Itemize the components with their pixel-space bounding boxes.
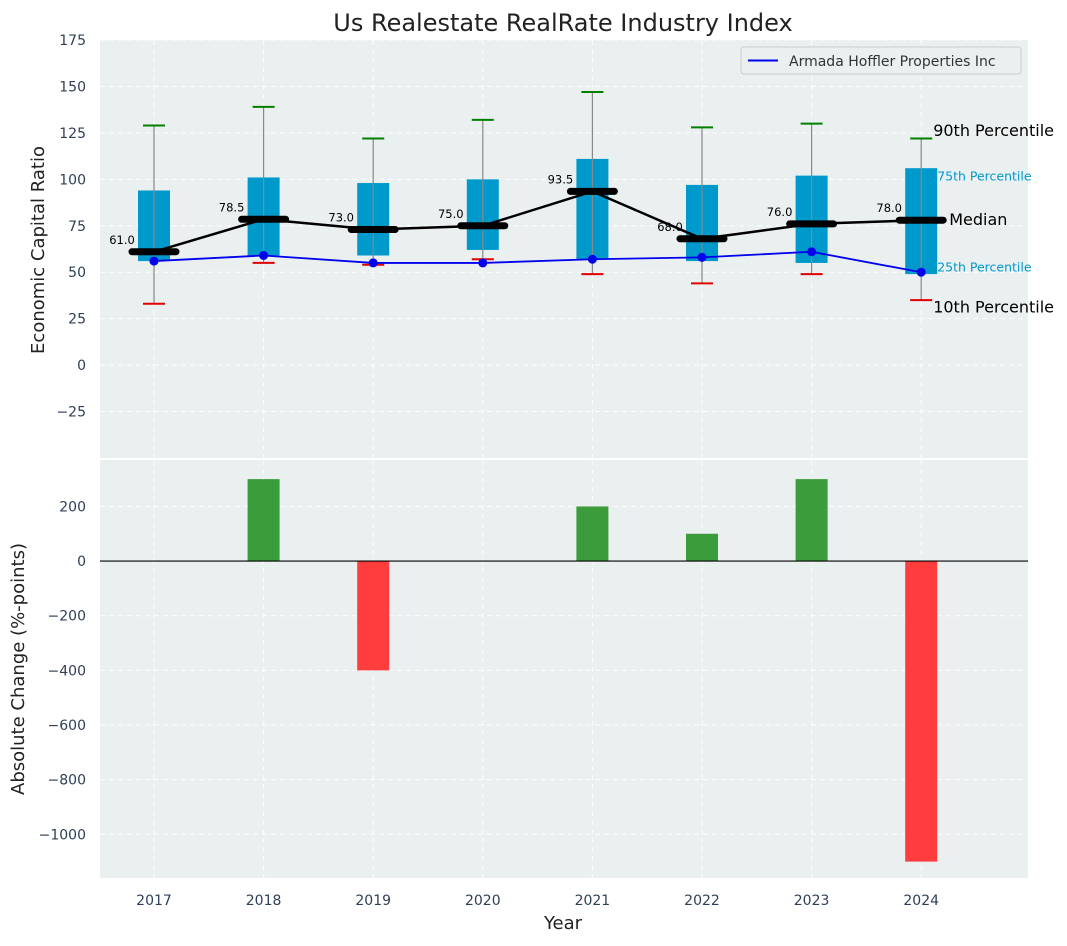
x-tick-label: 2018 bbox=[246, 893, 282, 909]
company-series-point bbox=[149, 256, 159, 266]
box-group bbox=[138, 91, 938, 305]
legend: Armada Hoffler Properties Inc bbox=[740, 46, 1022, 75]
top-y-tick-label: 125 bbox=[59, 126, 86, 142]
bottom-y-tick-label: −200 bbox=[48, 609, 86, 625]
top-y-ticks: −25 0 25 50 75 100 125 150 175 bbox=[56, 33, 86, 421]
x-tick-label: 2019 bbox=[355, 893, 391, 909]
percentile-annotations: 90th Percentile 75th Percentile Median 25th… bbox=[933, 121, 1054, 316]
change-bar bbox=[357, 561, 390, 671]
bottom-y-tick-label: 0 bbox=[77, 554, 86, 570]
x-tick-label: 2022 bbox=[684, 893, 720, 909]
x-axis-label: Year bbox=[543, 913, 583, 934]
bar-group bbox=[100, 479, 1028, 862]
percentile-annotation: 10th Percentile bbox=[933, 298, 1054, 317]
bottom-y-axis-label: Absolute Change (%-points) bbox=[8, 543, 29, 795]
company-series-line bbox=[153, 250, 922, 274]
top-y-axis-label: Economic Capital Ratio bbox=[28, 146, 49, 354]
percentile-annotation: Median bbox=[949, 210, 1007, 229]
percentile-annotation: 75th Percentile bbox=[937, 169, 1032, 184]
change-bar bbox=[686, 533, 718, 562]
percentile-annotation: 25th Percentile bbox=[937, 260, 1032, 275]
top-y-tick-label: 150 bbox=[59, 79, 86, 95]
chart-title: Us Realestate RealRate Industry Index bbox=[333, 9, 792, 37]
bottom-y-ticks: −1000 −800 −600 −400 −200 0 200 bbox=[39, 499, 86, 843]
bottom-y-tick-label: −800 bbox=[48, 773, 86, 789]
bottom-y-tick-label: 200 bbox=[59, 499, 86, 515]
top-y-tick-label: 50 bbox=[68, 265, 86, 281]
top-plot-background bbox=[100, 40, 1028, 458]
bottom-plot-background bbox=[100, 460, 1028, 878]
top-y-tick-label: 75 bbox=[68, 219, 86, 235]
top-y-tick-label: 0 bbox=[77, 358, 86, 374]
median-value-label: 75.0 bbox=[438, 207, 464, 221]
x-tick-label: 2023 bbox=[794, 893, 830, 909]
company-series-point bbox=[807, 247, 817, 257]
company-series-point bbox=[259, 251, 269, 261]
top-panel: −25 0 25 50 75 100 125 150 175 61.0 78.5 73.0 75.0 9… bbox=[28, 33, 1054, 458]
x-ticks: 2017 2018 2019 2020 2021 2022 2023 2024 bbox=[136, 893, 939, 909]
median-value-label: 61.0 bbox=[109, 233, 135, 247]
change-bar bbox=[576, 506, 609, 562]
bottom-y-tick-label: −600 bbox=[48, 718, 86, 734]
x-tick-label: 2017 bbox=[136, 893, 172, 909]
bottom-y-tick-label: −1000 bbox=[39, 827, 86, 843]
top-y-tick-label: 100 bbox=[59, 172, 86, 188]
x-tick-label: 2021 bbox=[575, 893, 611, 909]
median-value-label: 73.0 bbox=[328, 210, 354, 224]
top-y-tick-label: −25 bbox=[56, 405, 86, 421]
line-group: 61.0 78.5 73.0 75.0 93.5 68.0 76.0 78.0 bbox=[109, 172, 947, 277]
legend-box bbox=[740, 46, 1022, 75]
legend-entry-label: Armada Hoffler Properties Inc bbox=[789, 54, 996, 70]
company-series-point bbox=[368, 258, 378, 268]
company-series-point bbox=[697, 252, 707, 262]
change-bar bbox=[247, 479, 280, 562]
percentile-annotation: 90th Percentile bbox=[933, 121, 1054, 140]
bottom-y-tick-label: −400 bbox=[48, 663, 86, 679]
x-tick-label: 2020 bbox=[465, 893, 501, 909]
median-value-label: 76.0 bbox=[767, 205, 793, 219]
x-tick-label: 2024 bbox=[903, 893, 939, 909]
company-series-point bbox=[587, 254, 597, 264]
company-series-point bbox=[478, 258, 488, 268]
median-value-label: 78.5 bbox=[219, 200, 245, 214]
change-bar bbox=[795, 479, 828, 562]
top-y-tick-label: 175 bbox=[59, 33, 86, 49]
company-series-point bbox=[916, 267, 926, 277]
change-bar bbox=[905, 561, 938, 862]
top-y-tick-label: 25 bbox=[68, 312, 86, 328]
median-value-label: 68.0 bbox=[657, 220, 683, 234]
median-value-label: 78.0 bbox=[876, 201, 902, 215]
median-value-label: 93.5 bbox=[548, 172, 574, 186]
